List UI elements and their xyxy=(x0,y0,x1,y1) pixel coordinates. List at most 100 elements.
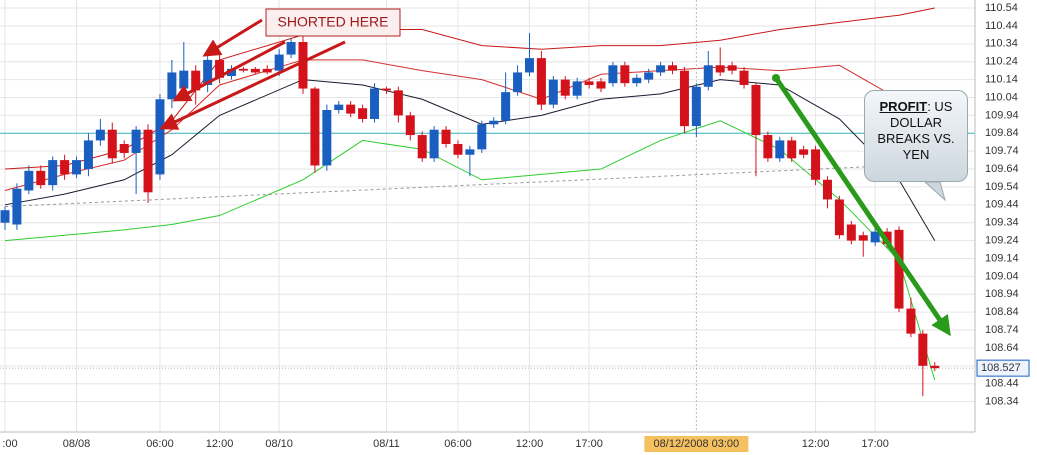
x-tick-label: 08/11 xyxy=(373,438,400,450)
candle-body xyxy=(238,68,248,71)
candle-body xyxy=(203,59,213,85)
candle-body xyxy=(930,365,940,369)
candle-body xyxy=(596,81,606,89)
candle-body xyxy=(191,70,201,91)
candle-body xyxy=(906,308,916,334)
candle-body xyxy=(274,54,284,71)
y-tick-label: 109.04 xyxy=(985,270,1019,282)
candle-body xyxy=(846,224,856,241)
candle-body xyxy=(751,84,761,136)
candle-body xyxy=(536,58,546,105)
candle-body xyxy=(310,88,320,166)
candle-body xyxy=(513,72,523,93)
overlay-line xyxy=(4,163,935,208)
candle-body xyxy=(644,72,654,80)
candle-body xyxy=(119,144,129,153)
x-tick-label: 17:00 xyxy=(575,438,603,450)
plot-area xyxy=(0,0,975,432)
candle-body xyxy=(60,160,70,175)
candle-body xyxy=(286,42,296,55)
x-tick-label: 08/08 xyxy=(63,438,91,450)
y-tick-label: 110.44 xyxy=(985,20,1018,32)
x-tick-label: 06:00 xyxy=(146,438,174,450)
candle-body xyxy=(322,110,332,166)
candle-body xyxy=(95,129,105,141)
candle-body xyxy=(131,129,141,153)
candle-body xyxy=(250,68,260,73)
candle-body xyxy=(668,65,678,71)
y-tick-label: 109.74 xyxy=(985,145,1019,157)
profit-bold: PROFIT xyxy=(879,99,928,114)
y-tick-label: 109.94 xyxy=(985,109,1019,121)
candle-body xyxy=(417,135,427,159)
candle-body xyxy=(429,129,439,159)
candle-body xyxy=(560,79,570,96)
candle-body xyxy=(763,135,773,159)
candle-body xyxy=(679,70,689,127)
y-tick-label: 108.84 xyxy=(985,306,1019,318)
candle-body xyxy=(107,129,117,159)
y-tick-label: 108.74 xyxy=(985,324,1019,336)
candle-body xyxy=(632,77,642,84)
y-tick-label: 109.54 xyxy=(985,181,1019,193)
x-tick-label: :00 xyxy=(2,438,17,450)
candle-body xyxy=(24,170,34,191)
y-tick-label: 108.44 xyxy=(985,378,1019,390)
candle-body xyxy=(143,129,153,193)
y-tick-label: 110.54 xyxy=(985,2,1018,14)
candle-body xyxy=(405,115,415,136)
candle-body xyxy=(489,120,499,125)
candle-body xyxy=(215,59,225,78)
candle-body xyxy=(262,68,272,73)
candle-body xyxy=(441,129,451,144)
candle-body xyxy=(822,179,832,200)
candle-body xyxy=(298,42,308,89)
candle-body xyxy=(894,229,904,309)
y-tick-label: 108.34 xyxy=(985,395,1019,407)
overlay-line xyxy=(4,120,936,381)
candle-body xyxy=(727,65,737,71)
shorted-label: SHORTED HERE xyxy=(278,14,389,30)
candle-body xyxy=(584,81,594,85)
candle-body xyxy=(775,140,785,159)
candle-body xyxy=(524,58,534,73)
candle-body xyxy=(703,65,713,87)
candle-body xyxy=(870,231,880,243)
y-tick-label: 109.14 xyxy=(985,252,1019,264)
y-tick-label: 108.64 xyxy=(985,342,1019,354)
candle-body xyxy=(48,160,58,186)
candle-body xyxy=(572,81,582,96)
candle-body xyxy=(548,79,558,105)
red-arrow xyxy=(202,18,263,57)
y-tick-label: 110.04 xyxy=(985,91,1018,103)
x-tick-label: 08/10 xyxy=(265,438,293,450)
x-tick-label: 06:00 xyxy=(444,438,472,450)
candle-body xyxy=(226,68,236,77)
x-tick-label: 12:00 xyxy=(206,438,234,450)
candle-body xyxy=(393,90,403,116)
candle-body xyxy=(370,88,380,119)
candle-body xyxy=(918,333,928,366)
green-arrow xyxy=(773,76,951,337)
candle-body xyxy=(334,104,344,111)
candle-body xyxy=(381,88,391,91)
y-tick-label: 108.94 xyxy=(985,288,1019,300)
profit-text: : US DOLLAR BREAKS VS. YEN xyxy=(877,99,955,162)
candle-body xyxy=(608,65,618,84)
candle-body xyxy=(739,70,749,85)
candle-body xyxy=(83,140,93,170)
candle-body xyxy=(620,65,630,84)
red-arrow xyxy=(159,40,346,130)
highlight-label: 08/12/2008 03:00 xyxy=(654,438,740,450)
candle-body xyxy=(0,210,10,223)
candle-body xyxy=(179,70,189,89)
candle-body xyxy=(167,72,177,100)
candle-body xyxy=(501,92,511,121)
callout-tail xyxy=(923,181,946,202)
highlight-box xyxy=(644,436,749,452)
candle-body xyxy=(72,160,82,175)
candle-body xyxy=(715,65,725,73)
candle-body xyxy=(656,65,666,73)
